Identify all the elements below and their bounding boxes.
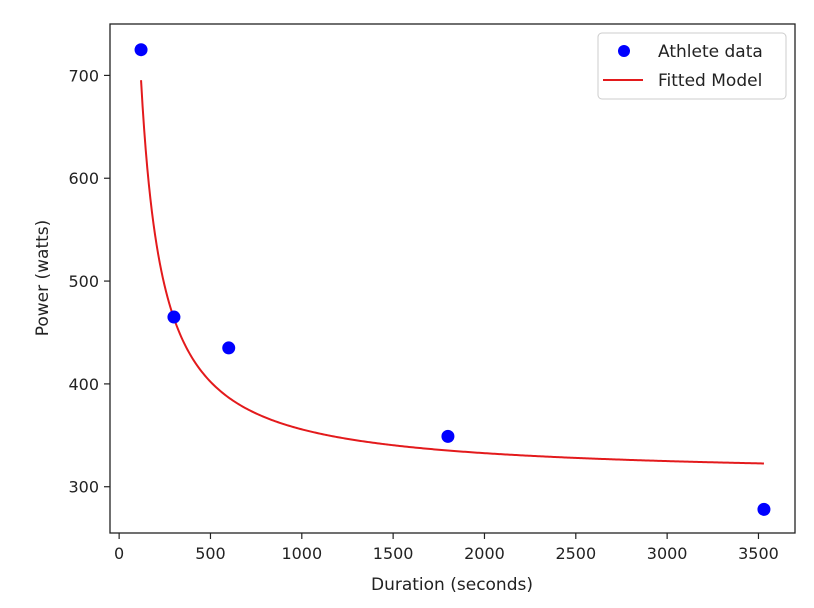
plot-area	[134, 43, 771, 516]
x-axis-ticks: 0 500 1000 1500 2000 2500 3000 3500	[114, 533, 779, 563]
x-axis-label: Duration (seconds)	[371, 575, 533, 595]
athlete-data-points	[134, 43, 771, 516]
fitted-model-line	[140, 80, 764, 465]
plot-frame	[109, 23, 796, 534]
y-tick-label: 300	[68, 478, 99, 497]
legend-box	[597, 32, 787, 100]
x-tick-label: 500	[195, 544, 226, 563]
x-tick-label: 2000	[464, 544, 505, 563]
y-tick-label: 400	[68, 375, 99, 394]
legend: Athlete data Fitted Model	[597, 32, 787, 100]
y-tick-label: 600	[68, 169, 99, 188]
x-tick-label: 2500	[555, 544, 596, 563]
athlete-data-point	[222, 341, 236, 355]
y-axis-ticks: 300 400 500 600 700	[68, 66, 110, 497]
y-tick-label: 700	[68, 66, 99, 85]
x-tick-label: 1000	[281, 544, 322, 563]
x-tick-label: 0	[114, 544, 124, 563]
x-tick-label: 1500	[373, 544, 414, 563]
athlete-data-point	[134, 43, 148, 57]
x-tick-label: 3000	[647, 544, 688, 563]
legend-athlete-data-marker	[618, 45, 630, 57]
legend-athlete-data-label: Athlete data	[658, 42, 763, 62]
y-tick-label: 500	[68, 272, 99, 291]
athlete-data-point	[757, 502, 771, 516]
x-tick-label: 3500	[738, 544, 779, 563]
athlete-data-point	[441, 429, 455, 443]
y-axis-label: Power (watts)	[33, 220, 53, 337]
legend-fitted-model-label: Fitted Model	[658, 71, 762, 91]
athlete-data-point	[167, 310, 181, 324]
